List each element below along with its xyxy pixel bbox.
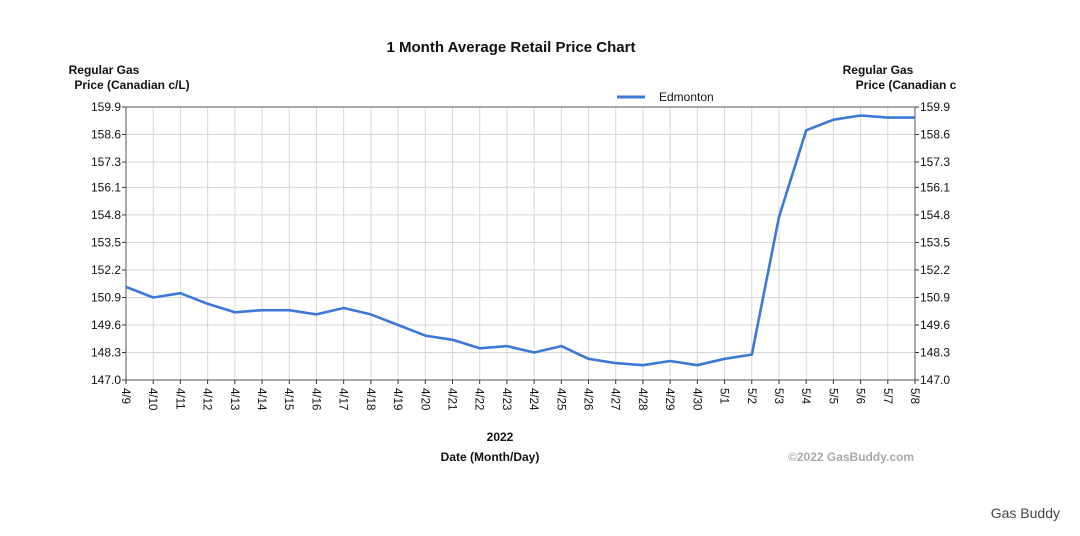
y-axis-label-left-line2: Price (Canadian c/L) — [74, 78, 189, 92]
y-tick-label-right: 154.8 — [920, 208, 950, 222]
x-tick-label: 4/15 — [282, 388, 294, 410]
x-tick-label: 4/26 — [582, 388, 594, 410]
x-tick-label: 4/18 — [364, 388, 376, 410]
x-tick-label: 5/6 — [854, 388, 866, 404]
x-tick-label: 4/11 — [173, 388, 185, 410]
y-tick-label-left: 158.6 — [91, 128, 121, 142]
plot-border — [125, 106, 916, 381]
x-tick-label: 4/14 — [255, 388, 267, 411]
series-line-edmonton — [125, 114, 915, 367]
x-tick-label: 4/13 — [228, 388, 240, 410]
chart-title: 1 Month Average Retail Price Chart — [387, 39, 636, 56]
x-tick-label: 4/24 — [527, 388, 539, 411]
y-tick-label-left: 157.3 — [91, 155, 121, 169]
source-credit: Gas Buddy — [990, 505, 1060, 521]
y-axis-label-left-line1: Regular Gas — [69, 63, 140, 77]
y-tick-label-left: 147.0 — [91, 373, 121, 387]
x-tick-label: 4/27 — [609, 388, 621, 410]
x-tick-label: 4/20 — [418, 388, 430, 410]
legend-label-edmonton: Edmonton — [659, 90, 714, 104]
x-tick-label: 4/10 — [146, 388, 158, 410]
y-tick-label-left: 159.9 — [91, 100, 121, 114]
y-tick-label-left: 154.8 — [91, 208, 121, 222]
x-tick-label: 5/7 — [881, 388, 893, 404]
y-tick-label-right: 156.1 — [920, 180, 950, 194]
y-tick-label-left: 149.6 — [91, 318, 121, 332]
y-tick-label-right: 152.2 — [920, 263, 950, 277]
y-tick-label-right: 159.9 — [920, 100, 950, 114]
y-axis-label-right-line1: Regular Gas — [843, 63, 914, 77]
x-tick-label: 4/30 — [690, 388, 702, 410]
y-tick-label-right: 153.5 — [920, 235, 950, 249]
x-tick-label: 4/22 — [473, 388, 485, 410]
x-tick-label: 4/12 — [201, 388, 213, 410]
plot-area — [126, 107, 915, 380]
y-tick-label-left: 152.2 — [91, 263, 121, 277]
x-tick-label: 4/16 — [309, 388, 321, 410]
y-axis-label-right-line2: Price (Canadian c — [856, 78, 957, 92]
x-tick-label: 4/19 — [391, 388, 403, 410]
x-tick-label: 4/28 — [636, 388, 648, 410]
y-tick-label-left: 150.9 — [91, 290, 121, 304]
x-axis-year: 2022 — [487, 430, 514, 444]
y-tick-label-right: 147.0 — [920, 373, 950, 387]
x-tick-label: 5/8 — [908, 388, 920, 404]
x-tick-label: 4/23 — [500, 388, 512, 410]
x-tick-label: 4/17 — [337, 388, 349, 410]
watermark-gasbuddy: ©2022 GasBuddy.com — [788, 450, 914, 464]
y-tick-label-left: 156.1 — [91, 180, 121, 194]
x-tick-label: 4/9 — [119, 388, 131, 404]
x-tick-label: 5/2 — [745, 388, 757, 404]
y-tick-label-right: 158.6 — [920, 128, 950, 142]
x-tick-label: 5/3 — [772, 388, 784, 404]
y-tick-label-left: 153.5 — [91, 235, 121, 249]
x-axis-label: Date (Month/Day) — [441, 450, 540, 464]
x-tick-label: 4/29 — [663, 388, 675, 410]
x-tick-label: 5/5 — [826, 388, 838, 404]
y-tick-label-right: 149.6 — [920, 318, 950, 332]
x-tick-label: 5/1 — [718, 388, 730, 404]
x-tick-label: 4/21 — [445, 388, 457, 410]
x-tick-label: 4/25 — [554, 388, 566, 410]
y-tick-label-right: 150.9 — [920, 290, 950, 304]
y-tick-label-left: 148.3 — [91, 345, 121, 359]
x-tick-label: 5/4 — [799, 388, 811, 405]
y-tick-label-right: 157.3 — [920, 155, 950, 169]
y-tick-label-right: 148.3 — [920, 345, 950, 359]
